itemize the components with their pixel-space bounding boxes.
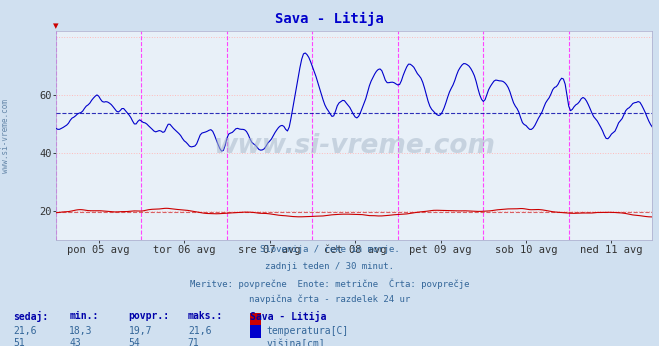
Text: 54: 54 [129, 338, 140, 346]
Text: Slovenija / reke in morje.: Slovenija / reke in morje. [260, 245, 399, 254]
Text: 71: 71 [188, 338, 200, 346]
Text: navpična črta - razdelek 24 ur: navpična črta - razdelek 24 ur [249, 295, 410, 304]
Text: ▾: ▾ [53, 21, 59, 31]
Text: www.si-vreme.com: www.si-vreme.com [1, 99, 10, 173]
Text: povpr.:: povpr.: [129, 311, 169, 321]
Text: 21,6: 21,6 [188, 326, 212, 336]
Text: min.:: min.: [69, 311, 99, 321]
Text: 43: 43 [69, 338, 81, 346]
Text: Sava - Litija: Sava - Litija [275, 12, 384, 26]
Text: 19,7: 19,7 [129, 326, 152, 336]
Text: temperatura[C]: temperatura[C] [266, 326, 349, 336]
Text: zadnji teden / 30 minut.: zadnji teden / 30 minut. [265, 262, 394, 271]
Text: sedaj:: sedaj: [13, 311, 48, 322]
Text: maks.:: maks.: [188, 311, 223, 321]
Text: višina[cm]: višina[cm] [266, 338, 325, 346]
Text: Meritve: povprečne  Enote: metrične  Črta: povprečje: Meritve: povprečne Enote: metrične Črta:… [190, 278, 469, 289]
Text: Sava - Litija: Sava - Litija [250, 311, 327, 322]
Text: www.si-vreme.com: www.si-vreme.com [214, 133, 495, 159]
Text: 51: 51 [13, 338, 25, 346]
Text: 21,6: 21,6 [13, 326, 37, 336]
Text: 18,3: 18,3 [69, 326, 93, 336]
